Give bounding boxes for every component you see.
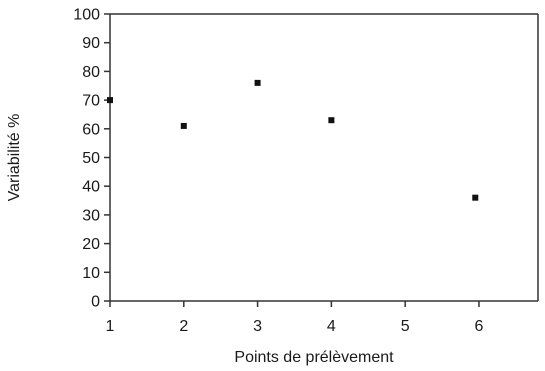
data-point-4: [328, 117, 335, 124]
data-point-5: [472, 194, 479, 201]
data-point-2: [180, 122, 187, 129]
y-tick-label: 70: [82, 93, 100, 110]
y-tick-label: 10: [82, 265, 100, 282]
x-tick-label: 6: [475, 318, 484, 335]
y-tick-label: 0: [91, 294, 100, 311]
y-axis-title: Variabilité %: [6, 114, 23, 202]
data-point-3: [254, 79, 261, 86]
y-tick-label: 90: [82, 35, 100, 52]
y-tick-label: 80: [82, 64, 100, 81]
data-point-1: [107, 97, 113, 104]
y-tick-label: 40: [82, 179, 100, 196]
x-axis-ticks: 1 2 3 4 5 6: [106, 301, 484, 335]
x-tick-label: 5: [401, 318, 410, 335]
x-tick-label: 4: [327, 318, 336, 335]
x-axis-title: Points de prélèvement: [234, 349, 394, 366]
y-tick-label: 60: [82, 121, 100, 138]
x-tick-label: 1: [106, 318, 115, 335]
y-tick-label: 20: [82, 236, 100, 253]
x-tick-label: 3: [253, 318, 262, 335]
plot-frame: [109, 13, 539, 302]
data-points: [107, 79, 479, 201]
y-tick-label: 30: [82, 207, 100, 224]
x-tick-label: 2: [179, 318, 188, 335]
y-tick-label: 100: [73, 7, 100, 24]
y-tick-label: 50: [82, 150, 100, 167]
y-axis-ticks: 0 10 20 30 40 50 60 70 80 90 100: [73, 7, 110, 311]
